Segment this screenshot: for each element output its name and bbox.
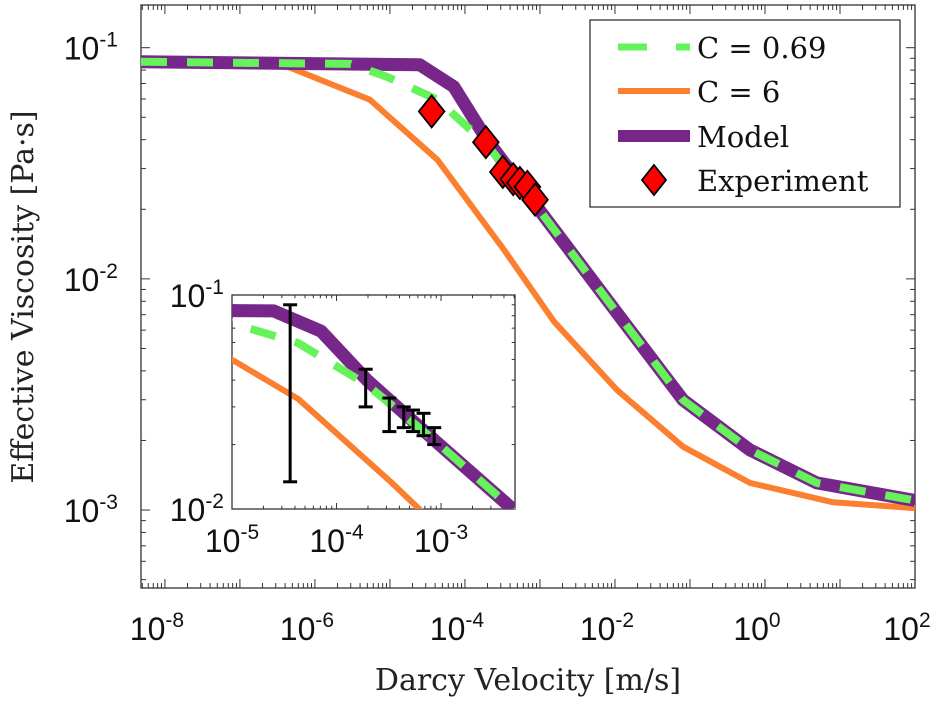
x-tick-label: 10-2 [580, 609, 634, 647]
y-tick-label: 10-1 [64, 29, 118, 67]
x-tick-label: 102 [883, 609, 930, 647]
tick-base: 10 [580, 611, 616, 647]
legend-box [589, 19, 901, 208]
tick-exponent: -1 [205, 276, 224, 299]
tick-exponent: -2 [205, 490, 224, 513]
experiment-point [521, 182, 549, 218]
tick-exponent: -4 [345, 521, 364, 544]
tick-exponent: -3 [449, 521, 468, 544]
tick-exponent: -2 [99, 260, 118, 283]
experiment-point [471, 124, 500, 160]
tick-base: 10 [64, 31, 100, 67]
y-tick-label: 10-3 [64, 491, 118, 529]
tick-exponent: -2 [615, 609, 634, 632]
tick-exponent: 0 [769, 609, 781, 632]
y-tick-label: 10-2 [64, 260, 118, 298]
tick-base: 10 [130, 611, 166, 647]
inset-x-tick-label: 10-4 [309, 521, 364, 559]
inset-y-tick-label: 10-2 [170, 490, 224, 528]
x-tick-label: 10-8 [130, 609, 184, 647]
tick-base: 10 [170, 492, 206, 528]
tick-exponent: -5 [240, 521, 259, 544]
inset-x-tick-label: 10-5 [205, 521, 259, 559]
tick-base: 10 [309, 523, 345, 559]
tick-base: 10 [64, 262, 100, 298]
legend-marker-diamond [640, 163, 668, 197]
tick-base: 10 [414, 523, 450, 559]
legend-label: C = 6 [697, 75, 780, 109]
tick-base: 10 [170, 278, 206, 314]
tick-base: 10 [430, 611, 466, 647]
tick-base: 10 [205, 523, 241, 559]
tick-exponent: -6 [315, 609, 334, 632]
inset-x-tick-label: 10-3 [414, 521, 468, 559]
series-line-1 [141, 58, 915, 512]
y-axis-label: Effective Viscosity [Pa·s] [6, 110, 41, 483]
series-line-0 [141, 57, 915, 505]
tick-exponent: -4 [465, 609, 484, 632]
x-tick-label: 100 [733, 609, 780, 647]
x-tick-label: 10-4 [430, 609, 485, 647]
legend: C = 0.69 C = 6 Model Experiment [589, 19, 901, 208]
legend-label: Model [697, 120, 789, 154]
tick-exponent: -3 [99, 491, 118, 514]
tick-exponent: 2 [919, 609, 931, 632]
tick-base: 10 [883, 611, 919, 647]
legend-label: Experiment [697, 164, 869, 198]
tick-base: 10 [280, 611, 316, 647]
experiment-point [417, 93, 446, 129]
x-tick-label: 10-6 [280, 609, 334, 647]
legend-label: C = 0.69 [697, 31, 827, 65]
tick-base: 10 [64, 493, 100, 529]
tick-exponent: -1 [99, 29, 118, 52]
inset-axes: 10-5 10-4 10-310-110-2 [170, 276, 516, 559]
inset-y-tick-label: 10-1 [170, 276, 224, 314]
tick-base: 10 [733, 611, 769, 647]
tick-exponent: -8 [165, 609, 184, 632]
x-axis-label: Darcy Velocity [m/s] [375, 663, 681, 698]
